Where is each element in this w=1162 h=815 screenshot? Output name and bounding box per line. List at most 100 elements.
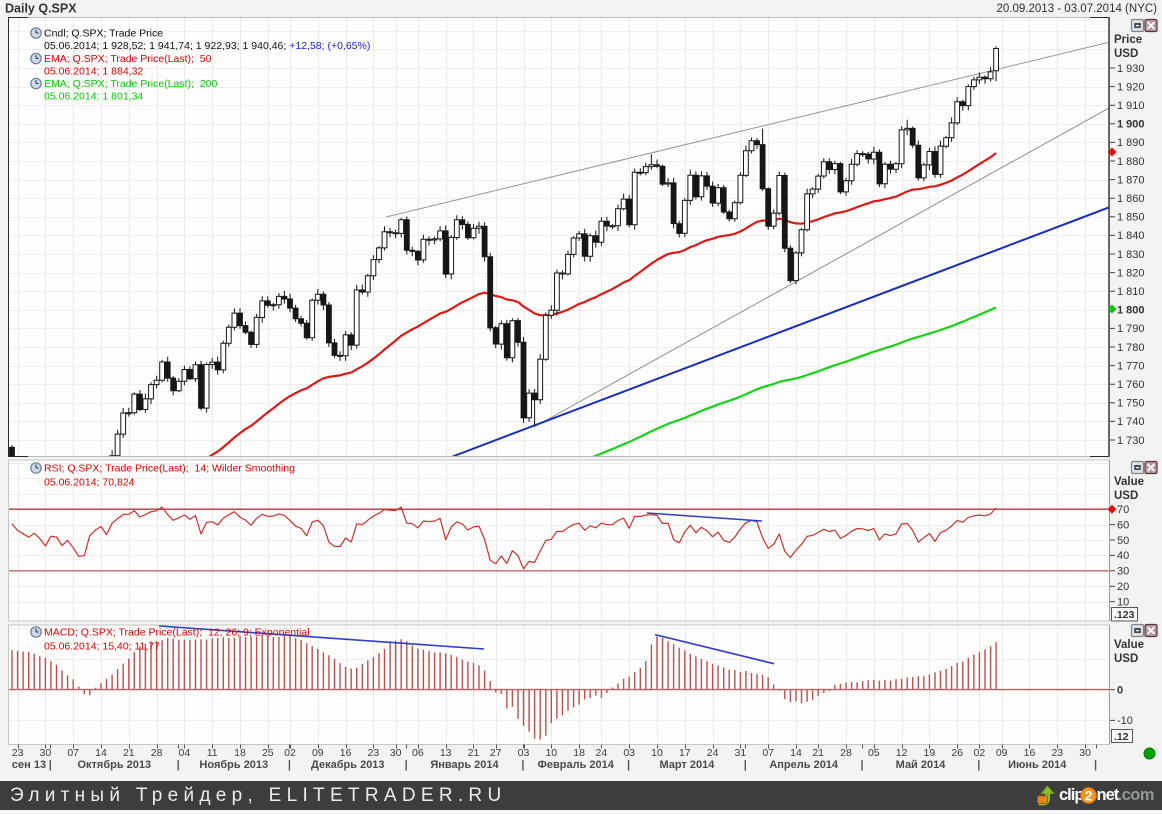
svg-text:30: 30 bbox=[390, 747, 402, 759]
svg-text:40: 40 bbox=[1117, 550, 1129, 562]
svg-text:Элитный Трейдер, ELITETRADER.R: Элитный Трейдер, ELITETRADER.RU bbox=[10, 785, 506, 806]
svg-text:|: | bbox=[627, 759, 630, 771]
svg-text:Февраль 2014: Февраль 2014 bbox=[538, 759, 615, 771]
svg-text:1 800: 1 800 bbox=[1117, 305, 1145, 317]
svg-text:02: 02 bbox=[284, 747, 296, 759]
svg-text:1 880: 1 880 bbox=[1117, 156, 1145, 168]
svg-text:23: 23 bbox=[368, 747, 380, 759]
svg-text:03: 03 bbox=[518, 747, 530, 759]
svg-text:21: 21 bbox=[468, 747, 480, 759]
svg-text:|: | bbox=[744, 759, 747, 771]
svg-text:14: 14 bbox=[95, 747, 107, 759]
svg-text:50: 50 bbox=[1117, 535, 1129, 547]
svg-text:30: 30 bbox=[1079, 747, 1091, 759]
svg-text:18: 18 bbox=[573, 747, 585, 759]
svg-text:USD: USD bbox=[1114, 653, 1138, 665]
svg-text:19: 19 bbox=[924, 747, 936, 759]
svg-text:|: | bbox=[288, 759, 291, 771]
svg-text:10: 10 bbox=[651, 747, 663, 759]
svg-text:14: 14 bbox=[790, 747, 802, 759]
svg-text:сен 13: сен 13 bbox=[12, 759, 46, 771]
svg-text:.123: .123 bbox=[1114, 609, 1135, 621]
svg-text:23: 23 bbox=[1051, 747, 1063, 759]
svg-text:28: 28 bbox=[840, 747, 852, 759]
svg-text:1 910: 1 910 bbox=[1117, 100, 1145, 112]
svg-text:Декабрь 2013: Декабрь 2013 bbox=[311, 759, 385, 771]
svg-text:11: 11 bbox=[207, 747, 218, 759]
svg-text:RSI; Q.SPX; Trade Price(Last);: RSI; Q.SPX; Trade Price(Last); 14; Wilde… bbox=[44, 463, 295, 475]
svg-text:10: 10 bbox=[1117, 596, 1129, 608]
svg-text:18: 18 bbox=[234, 747, 246, 759]
svg-text:06: 06 bbox=[412, 747, 424, 759]
svg-text:USD: USD bbox=[1114, 48, 1138, 60]
svg-text:05.06.2014; 70,824: 05.06.2014; 70,824 bbox=[44, 477, 135, 489]
svg-text:EMA; Q.SPX; Trade Price(Last);: EMA; Q.SPX; Trade Price(Last); 200 bbox=[44, 78, 217, 90]
svg-text:Value: Value bbox=[1114, 639, 1144, 651]
svg-text:2: 2 bbox=[1085, 788, 1093, 804]
svg-text:1 900: 1 900 bbox=[1117, 119, 1145, 131]
svg-text:05.06.2014; 1 928,52; 1 941,74: 05.06.2014; 1 928,52; 1 941,74; 1 922,93… bbox=[44, 40, 370, 52]
svg-text:05.06.2014; 15,40; 11,77: 05.06.2014; 15,40; 11,77 bbox=[44, 641, 160, 653]
svg-text:|: | bbox=[977, 759, 980, 771]
svg-text:07: 07 bbox=[67, 747, 79, 759]
svg-text:Daily Q.SPX: Daily Q.SPX bbox=[5, 2, 77, 16]
svg-text:Октябрь 2013: Октябрь 2013 bbox=[77, 759, 151, 771]
svg-text:-10: -10 bbox=[1117, 715, 1133, 727]
svg-text:30: 30 bbox=[40, 747, 52, 759]
svg-text:|: | bbox=[49, 759, 52, 771]
svg-text:1 750: 1 750 bbox=[1117, 398, 1145, 410]
svg-text:.com: .com bbox=[1118, 786, 1155, 804]
svg-text:1 840: 1 840 bbox=[1117, 230, 1145, 242]
svg-text:1 780: 1 780 bbox=[1117, 342, 1145, 354]
svg-text:1 770: 1 770 bbox=[1117, 360, 1145, 372]
svg-text:02: 02 bbox=[974, 747, 986, 759]
svg-text:Июнь 2014: Июнь 2014 bbox=[1008, 759, 1067, 771]
svg-text:24: 24 bbox=[596, 747, 608, 759]
svg-text:03: 03 bbox=[623, 747, 635, 759]
svg-text:|: | bbox=[177, 759, 180, 771]
svg-text:12: 12 bbox=[896, 747, 908, 759]
svg-text:1 920: 1 920 bbox=[1117, 81, 1145, 93]
svg-text:1 790: 1 790 bbox=[1117, 323, 1145, 335]
svg-text:16: 16 bbox=[1024, 747, 1036, 759]
svg-text:1 740: 1 740 bbox=[1117, 416, 1145, 428]
svg-text:1 890: 1 890 bbox=[1117, 137, 1145, 149]
svg-text:24: 24 bbox=[707, 747, 719, 759]
svg-text:clip: clip bbox=[1059, 786, 1084, 804]
svg-text:27: 27 bbox=[490, 747, 502, 759]
svg-text:|: | bbox=[405, 759, 408, 771]
svg-text:|: | bbox=[861, 759, 864, 771]
svg-text:.12: .12 bbox=[1114, 731, 1129, 743]
svg-text:1 830: 1 830 bbox=[1117, 249, 1145, 261]
svg-text:05: 05 bbox=[868, 747, 880, 759]
svg-text:10: 10 bbox=[545, 747, 557, 759]
svg-text:1 730: 1 730 bbox=[1117, 435, 1145, 447]
svg-text:Апрель 2014: Апрель 2014 bbox=[769, 759, 839, 771]
svg-text:Январь 2014: Январь 2014 bbox=[430, 759, 499, 771]
svg-text:31: 31 bbox=[735, 747, 747, 759]
svg-text:1 760: 1 760 bbox=[1117, 379, 1145, 391]
svg-text:30: 30 bbox=[1117, 566, 1129, 578]
svg-text:1 810: 1 810 bbox=[1117, 286, 1145, 298]
svg-text:Май 2014: Май 2014 bbox=[896, 759, 947, 771]
svg-text:net: net bbox=[1097, 786, 1120, 804]
svg-text:25: 25 bbox=[262, 747, 274, 759]
svg-text:09: 09 bbox=[312, 747, 324, 759]
svg-text:|: | bbox=[1094, 759, 1097, 771]
svg-text:EMA; Q.SPX; Trade Price(Last);: EMA; Q.SPX; Trade Price(Last); 50 bbox=[44, 53, 212, 65]
svg-text:20: 20 bbox=[1117, 581, 1129, 593]
svg-text:04: 04 bbox=[179, 747, 191, 759]
svg-text:70: 70 bbox=[1117, 504, 1129, 516]
svg-text:MACD; Q.SPX; Trade Price(Last): MACD; Q.SPX; Trade Price(Last); 12; 26; … bbox=[44, 627, 310, 639]
svg-text:21: 21 bbox=[123, 747, 135, 759]
svg-text:26: 26 bbox=[951, 747, 963, 759]
svg-text:1 870: 1 870 bbox=[1117, 174, 1145, 186]
svg-text:0: 0 bbox=[1117, 684, 1123, 696]
svg-text:1 930: 1 930 bbox=[1117, 63, 1145, 75]
svg-text:23: 23 bbox=[12, 747, 24, 759]
svg-text:Cndl; Q.SPX; Trade Price: Cndl; Q.SPX; Trade Price bbox=[44, 28, 163, 40]
svg-text:16: 16 bbox=[340, 747, 352, 759]
svg-text:05.06.2014; 1 884,32: 05.06.2014; 1 884,32 bbox=[44, 66, 143, 78]
svg-text:21: 21 bbox=[812, 747, 824, 759]
svg-text:1 820: 1 820 bbox=[1117, 267, 1145, 279]
